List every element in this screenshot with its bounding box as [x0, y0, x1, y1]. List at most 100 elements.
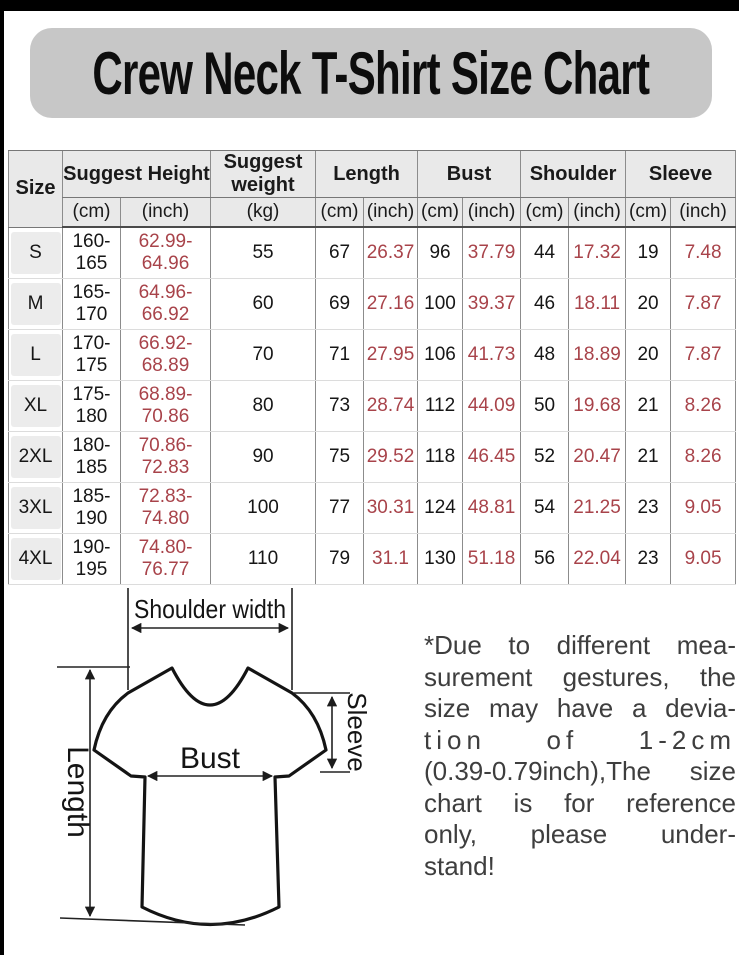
value-cell: 44	[520, 227, 569, 279]
shoulder-width-extent-lines	[127, 588, 293, 690]
value-cell: 20	[625, 329, 671, 381]
value-cell: 112	[417, 380, 463, 432]
bust-label: Bust	[180, 742, 241, 775]
value-cell: 106	[417, 329, 463, 381]
note-line: *Due to different mea-	[424, 630, 736, 660]
note-line: (0.39-0.79inch),The size	[424, 756, 736, 786]
value-cell: 31.1	[363, 533, 418, 585]
value-cell: 165-170	[62, 278, 121, 330]
unit-shoulder-cm: (cm)	[520, 197, 569, 228]
size-badge: XL	[10, 385, 61, 427]
value-cell: 21	[625, 431, 671, 483]
col-header-length: Length	[315, 150, 418, 198]
value-cell: 74.80-76.77	[119, 533, 211, 585]
value-cell: 100	[417, 278, 463, 330]
col-header-sleeve: Sleeve	[625, 150, 737, 198]
value-cell: 64.96-66.92	[119, 278, 211, 330]
unit-length-inch: (inch)	[363, 197, 418, 228]
value-cell: 27.16	[363, 278, 418, 330]
value-cell: 18.89	[568, 329, 626, 381]
value-cell: 185-190	[62, 482, 121, 534]
value-cell: 7.87	[670, 278, 737, 330]
value-cell: 50	[520, 380, 569, 432]
value-cell: 118	[417, 431, 463, 483]
value-cell: 66.92-68.89	[119, 329, 211, 381]
value-cell: 160-165	[62, 227, 121, 279]
value-cell: 124	[417, 482, 463, 534]
value-cell: 29.52	[363, 431, 418, 483]
value-cell: 69	[315, 278, 364, 330]
value-cell: 20.47	[568, 431, 626, 483]
unit-height-inch: (inch)	[119, 197, 211, 228]
note-line: stand!	[424, 850, 495, 881]
value-cell: 20	[625, 278, 671, 330]
value-cell: 80	[210, 380, 316, 432]
shoulder-width-label: Shoulder width	[134, 594, 286, 624]
value-cell: 37.79	[462, 227, 521, 279]
unit-length-cm: (cm)	[315, 197, 364, 228]
tshirt-measurement-diagram: Shoulder width Length Bust Sleeve	[57, 588, 372, 926]
value-cell: 62.99-64.96	[119, 227, 211, 279]
value-cell: 75	[315, 431, 364, 483]
col-header-suggest-height: Suggest Height	[61, 150, 211, 198]
col-header-suggest-weight: Suggest weight	[210, 150, 316, 198]
value-cell: 9.05	[670, 482, 737, 534]
note-line: tion of 1-2cm	[424, 724, 736, 755]
value-cell: 44.09	[462, 380, 521, 432]
table-row: 3XL 185-190 72.83-74.80 100 77 30.31 124…	[8, 482, 737, 534]
left-black-bar	[0, 0, 4, 955]
value-cell: 8.26	[670, 380, 737, 432]
value-cell: 170-175	[62, 329, 121, 381]
title-banner: Crew Neck T-Shirt Size Chart	[30, 28, 712, 118]
header-unit-row: (cm) (inch) (kg) (cm) (inch) (cm) (inch)…	[9, 197, 737, 228]
value-cell: 9.05	[670, 533, 737, 585]
note-text: *Due to different mea- surement gestures…	[424, 630, 736, 882]
value-cell: 60	[210, 278, 316, 330]
unit-height-cm: (cm)	[62, 197, 121, 228]
value-cell: 21.25	[568, 482, 626, 534]
value-cell: 23	[625, 482, 671, 534]
value-cell: 56	[520, 533, 569, 585]
table-row: 2XL 180-185 70.86-72.83 90 75 29.52 118 …	[8, 431, 737, 483]
tshirt-outline	[92, 666, 328, 926]
value-cell: 30.31	[363, 482, 418, 534]
value-cell: 175-180	[62, 380, 121, 432]
size-badge: 2XL	[10, 436, 61, 478]
col-header-size: Size	[8, 150, 63, 228]
value-cell: 180-185	[62, 431, 121, 483]
value-cell: 70.86-72.83	[119, 431, 211, 483]
value-cell: 23	[625, 533, 671, 585]
value-cell: 17.32	[568, 227, 626, 279]
size-badge: S	[10, 231, 61, 274]
value-cell: 8.26	[670, 431, 737, 483]
sleeve-extent-lines	[294, 692, 350, 773]
unit-weight-kg: (kg)	[210, 197, 316, 228]
value-cell: 46	[520, 278, 569, 330]
value-cell: 110	[210, 533, 316, 585]
table-row: 4XL 190-195 74.80-76.77 110 79 31.1 130 …	[8, 533, 737, 585]
value-cell: 52	[520, 431, 569, 483]
value-cell: 77	[315, 482, 364, 534]
note-line: only, please under-	[424, 819, 736, 849]
value-cell: 51.18	[462, 533, 521, 585]
value-cell: 7.48	[670, 227, 737, 279]
length-label: Length	[61, 746, 94, 838]
value-cell: 27.95	[363, 329, 418, 381]
value-cell: 19	[625, 227, 671, 279]
value-cell: 7.87	[670, 329, 737, 381]
page-title: Crew Neck T-Shirt Size Chart	[92, 39, 651, 107]
size-chart-table: Size Suggest Height Suggest weight Lengt…	[8, 150, 737, 585]
table-row: XL 175-180 68.89-70.86 80 73 28.74 112 4…	[8, 380, 737, 432]
value-cell: 96	[417, 227, 463, 279]
unit-bust-cm: (cm)	[417, 197, 463, 228]
table-row: M 165-170 64.96-66.92 60 69 27.16 100 39…	[8, 278, 737, 330]
value-cell: 26.37	[363, 227, 418, 279]
value-cell: 41.73	[462, 329, 521, 381]
header-group-row: Size Suggest Height Suggest weight Lengt…	[8, 150, 737, 228]
table-row: S 160-165 62.99-64.96 55 67 26.37 96 37.…	[8, 227, 737, 279]
size-badge: L	[10, 334, 61, 376]
top-black-bar	[0, 0, 739, 11]
unit-shoulder-inch: (inch)	[568, 197, 626, 228]
note-line: surement gestures, the	[424, 661, 736, 692]
